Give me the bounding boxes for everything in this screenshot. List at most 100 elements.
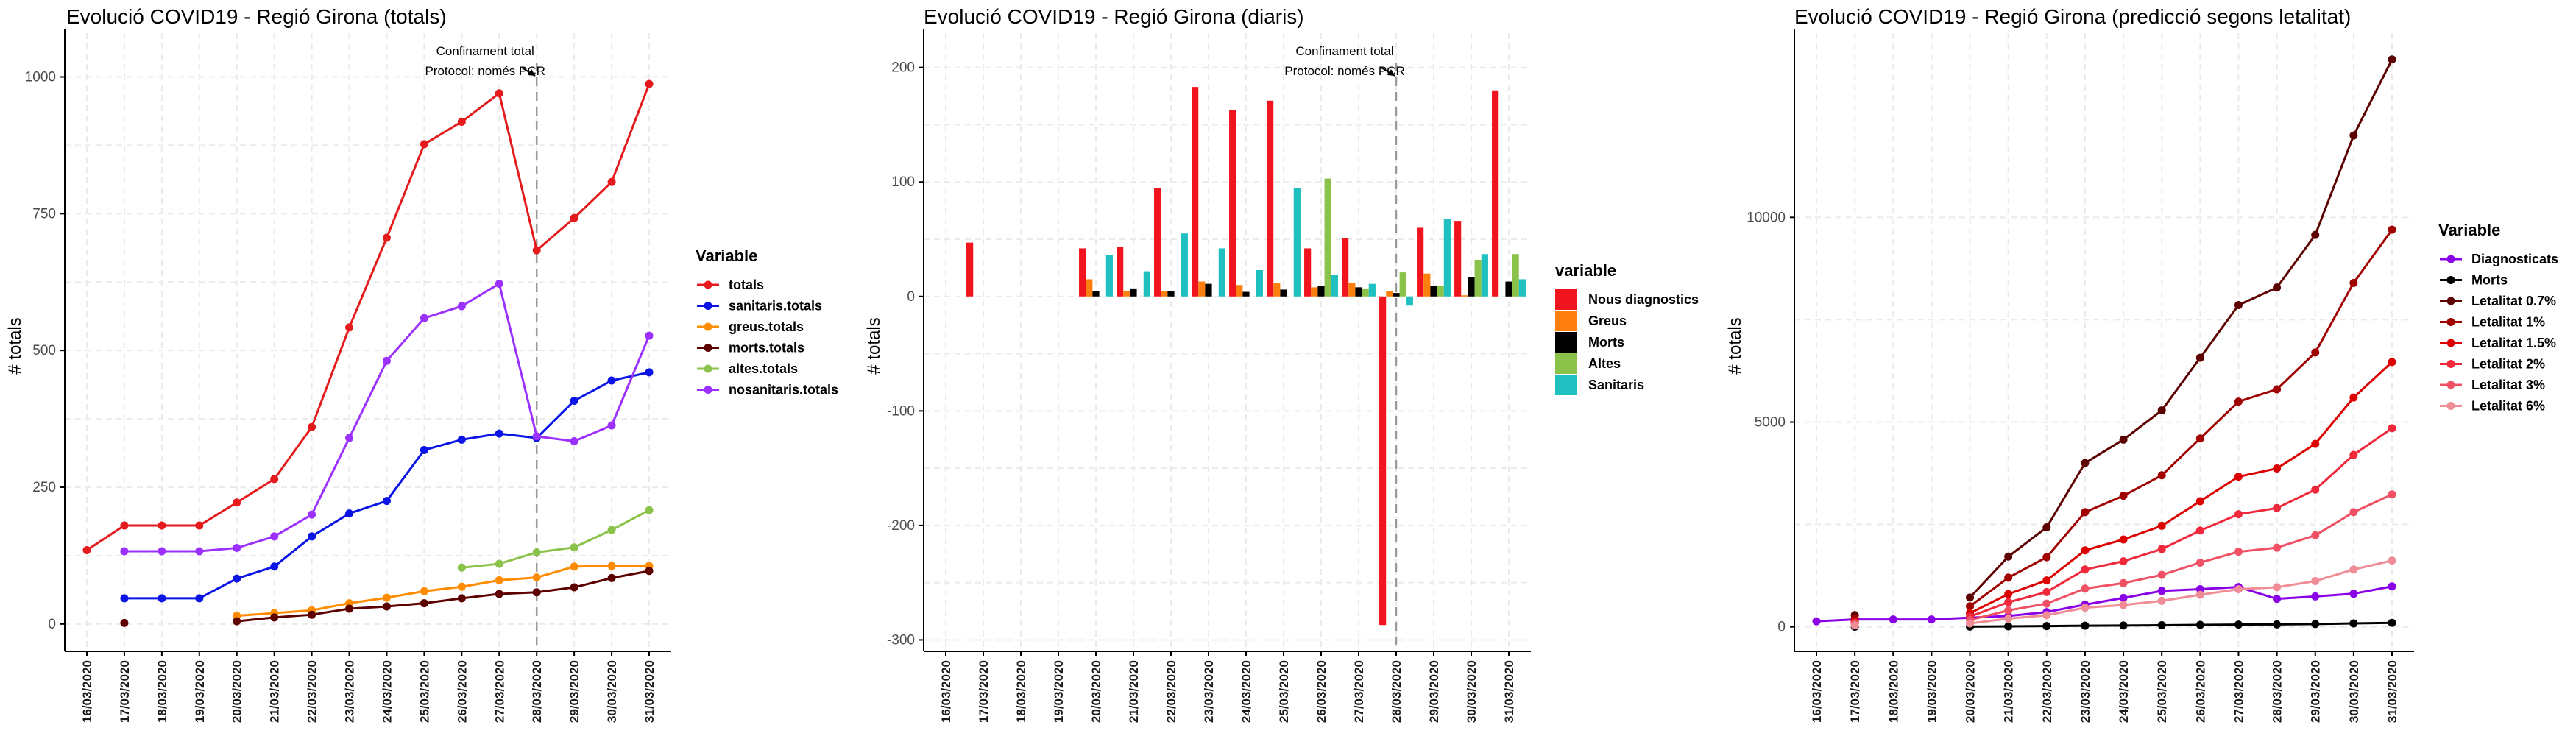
series-line [1970, 559, 2393, 625]
legend-label: morts.totals [729, 341, 804, 355]
annotation-text: Protocol: només PCR [1284, 64, 1404, 78]
bar [1430, 286, 1437, 297]
bar [1324, 178, 1331, 297]
legend-label: Letalitat 2% [2471, 357, 2545, 372]
x-tick-label: 27/03/2020 [492, 660, 506, 723]
data-point [2119, 492, 2128, 500]
bar [1161, 291, 1168, 297]
data-point [570, 397, 578, 406]
data-point [495, 89, 503, 98]
data-point [2349, 508, 2358, 517]
annotation-text: Protocol: només PCR [425, 64, 545, 78]
data-point [158, 594, 166, 603]
data-point [457, 563, 466, 572]
y-tick-label: 100 [891, 174, 915, 190]
data-point [420, 314, 428, 322]
data-point [2311, 348, 2320, 357]
legend-swatch [1555, 353, 1577, 374]
x-tick-label: 19/03/2020 [1925, 660, 1939, 723]
bar [1236, 285, 1243, 297]
legend-label: Nous diagnostics [1588, 292, 1699, 307]
y-tick-label: 250 [32, 480, 56, 495]
legend-label: Letalitat 1% [2471, 315, 2545, 330]
data-point [82, 545, 91, 554]
data-point [2234, 548, 2243, 556]
bar [1481, 254, 1488, 297]
data-point [607, 526, 616, 534]
data-point [382, 233, 391, 242]
data-point [2157, 545, 2166, 553]
data-point [532, 246, 541, 255]
x-tick-label: 30/03/2020 [2347, 660, 2361, 723]
legend-swatch-point [704, 302, 712, 310]
data-point [2042, 611, 2051, 620]
legend: Variable totals sanitaris.totals greus.tota… [696, 247, 838, 397]
bar [1355, 287, 1362, 297]
x-tick-label: 16/03/2020 [1810, 660, 1824, 723]
bar [1242, 291, 1250, 297]
data-point [607, 376, 616, 385]
data-point [570, 437, 578, 446]
bar [1181, 233, 1188, 297]
data-point [2349, 565, 2358, 574]
data-point [1812, 617, 1821, 626]
x-tick-label: 28/03/2020 [530, 660, 544, 723]
bar [1518, 279, 1526, 297]
data-point [2311, 592, 2320, 601]
data-point [2081, 546, 2090, 555]
data-point [2273, 595, 2282, 604]
legend-swatch [1555, 311, 1577, 331]
x-tick-label: 20/03/2020 [1964, 660, 1978, 723]
data-point [2349, 131, 2358, 140]
x-tick-label: 28/03/2020 [2271, 660, 2285, 723]
legend-label: Diagnosticats [2471, 252, 2558, 266]
data-point [2195, 526, 2204, 535]
data-point [382, 497, 391, 506]
data-point [2004, 614, 2013, 623]
bar [1218, 248, 1225, 297]
legend-label: Altes [1588, 356, 1621, 371]
x-tick-label: 22/03/2020 [1164, 660, 1178, 723]
series-line [1970, 427, 2393, 618]
x-tick-label: 29/03/2020 [2309, 660, 2323, 723]
data-point [2157, 621, 2166, 630]
bar [1167, 291, 1175, 297]
x-tick-label: 16/03/2020 [939, 660, 953, 723]
data-point [645, 331, 654, 340]
y-tick-label: 10000 [1747, 210, 1786, 225]
bar [1304, 248, 1312, 297]
data-point [532, 588, 541, 597]
data-point [457, 435, 466, 444]
data-point [2119, 621, 2128, 630]
bar [1437, 286, 1444, 297]
data-point [2195, 497, 2204, 506]
bar [1417, 227, 1424, 297]
y-tick-label: 500 [32, 343, 56, 358]
bar [1311, 287, 1318, 297]
data-point [420, 599, 428, 608]
bar [1293, 188, 1301, 297]
data-point [195, 594, 204, 603]
annotation-text: Confinament total [436, 44, 534, 58]
bar [1423, 273, 1431, 297]
data-point [1966, 593, 1975, 602]
x-tick-label: 17/03/2020 [977, 660, 991, 723]
data-point [382, 593, 391, 602]
bar [1273, 283, 1281, 297]
data-point [308, 510, 316, 519]
data-point [2311, 576, 2320, 585]
series-line [1816, 585, 2393, 623]
x-tick-label: 26/03/2020 [455, 660, 469, 723]
data-point [645, 567, 654, 576]
data-point [495, 590, 503, 598]
data-point [2273, 543, 2282, 552]
data-point [2042, 599, 2051, 608]
data-point [233, 498, 241, 507]
x-tick-label: 18/03/2020 [1014, 660, 1028, 723]
data-point [570, 213, 578, 222]
data-point [2234, 397, 2243, 406]
legend-swatch-point [2446, 381, 2455, 389]
data-point [532, 573, 541, 582]
data-point [2004, 552, 2013, 561]
data-point [457, 117, 466, 126]
